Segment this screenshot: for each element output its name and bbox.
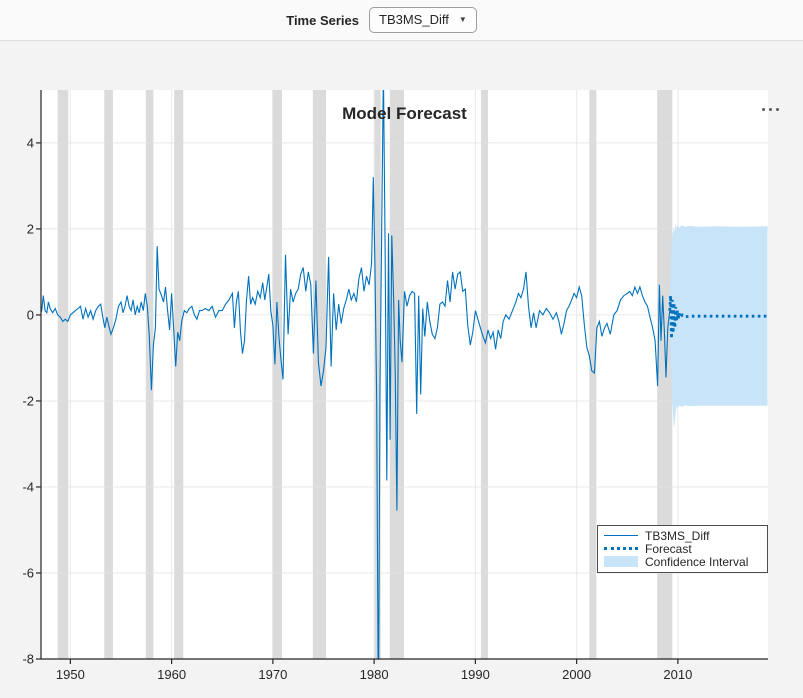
dotted-line-sample-icon	[604, 547, 638, 550]
tb3ms-diff-line	[41, 90, 671, 659]
time-series-control: Time Series TB3MS_Diff ▼	[286, 7, 477, 33]
legend-item-series: TB3MS_Diff	[604, 528, 761, 543]
y-tick-label: 0	[26, 307, 34, 323]
recession-band	[389, 90, 404, 659]
chart-title: Model Forecast	[342, 104, 467, 123]
chart-legend: TB3MS_Diff Forecast Confidence Interval	[597, 525, 768, 573]
x-tick-label: 1960	[157, 667, 187, 682]
ellipsis-icon	[761, 107, 765, 111]
y-tick-label: -2	[22, 393, 34, 409]
y-tick-label: 4	[26, 135, 34, 151]
x-tick-label: 1970	[258, 667, 288, 682]
confidence-interval-band	[669, 223, 768, 428]
legend-label: TB3MS_Diff	[645, 528, 710, 543]
forecast-figure: Model Forecast -8 -6 -4 -2 0 2 4 1950 1960 1970 19…	[0, 41, 803, 698]
recession-band	[374, 90, 381, 659]
recession-band	[272, 90, 282, 659]
legend-item-forecast: Forecast	[604, 541, 761, 556]
legend-label: Confidence Interval	[645, 554, 749, 569]
y-tick-label: -4	[22, 479, 34, 495]
chart-options-button[interactable]	[757, 99, 783, 119]
recession-band	[174, 90, 184, 659]
forecast-line	[668, 295, 768, 339]
legend-item-ci: Confidence Interval	[604, 554, 761, 569]
y-tick-label: -8	[22, 651, 34, 667]
solid-line-sample-icon	[604, 535, 638, 536]
time-series-label: Time Series	[286, 12, 359, 28]
x-tick-label: 2000	[562, 667, 592, 682]
recession-band	[589, 90, 597, 659]
recession-band	[480, 90, 489, 659]
time-series-dropdown[interactable]: TB3MS_Diff ▼	[369, 7, 477, 33]
y-tick-label: 2	[26, 221, 34, 237]
recession-band	[145, 90, 154, 659]
x-tick-label: 2010	[663, 667, 693, 682]
recession-band	[657, 90, 673, 659]
x-tick-label: 1980	[359, 667, 389, 682]
recession-band	[104, 90, 113, 659]
y-tick-label: -6	[22, 565, 34, 581]
ellipsis-icon	[775, 107, 779, 111]
legend-label: Forecast	[645, 541, 692, 556]
top-toolbar: Time Series TB3MS_Diff ▼	[0, 0, 803, 41]
x-tick-label: 1950	[55, 667, 85, 682]
time-series-dropdown-value: TB3MS_Diff	[379, 12, 449, 27]
chevron-down-icon: ▼	[458, 14, 467, 24]
x-tick-label: 1990	[460, 667, 490, 682]
recession-band	[57, 90, 69, 659]
ellipsis-icon	[768, 107, 772, 111]
model-forecast-chart[interactable]	[0, 41, 803, 698]
patch-sample-icon	[604, 556, 638, 567]
